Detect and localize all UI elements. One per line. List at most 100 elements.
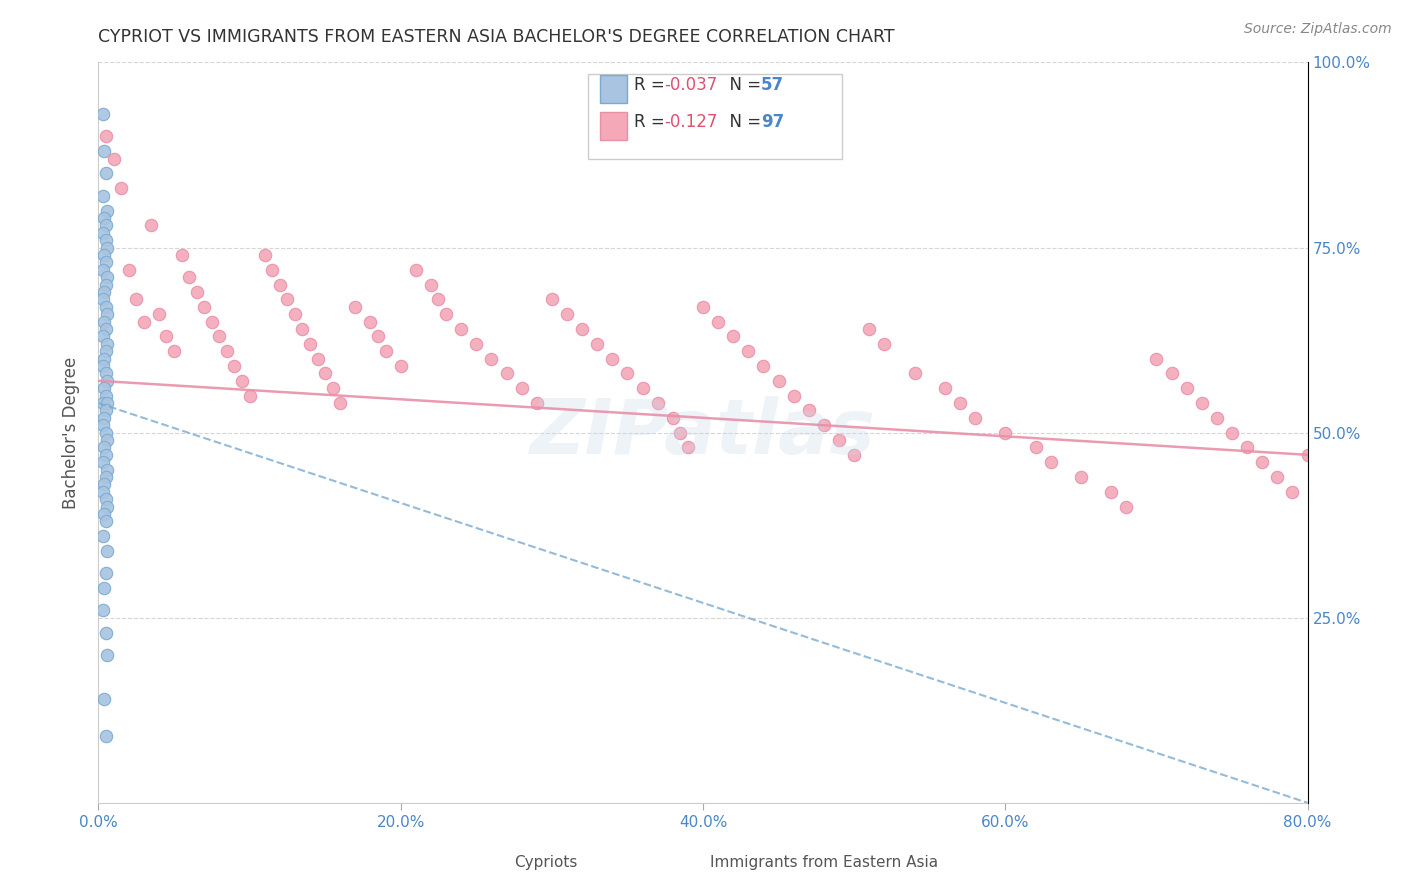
Point: [94, 492, 117, 507]
Point: [1039, 455, 1062, 469]
Point: [96, 240, 118, 255]
Point: [96, 648, 118, 662]
Point: [707, 314, 730, 328]
Point: [96, 374, 118, 388]
Point: [96, 462, 118, 476]
Point: [276, 293, 298, 307]
Point: [307, 351, 329, 366]
Point: [94, 344, 117, 359]
Point: [602, 351, 624, 366]
Point: [465, 336, 488, 351]
Point: [526, 396, 548, 410]
Point: [94, 300, 117, 314]
Point: [94, 166, 117, 180]
Point: [208, 329, 231, 343]
Point: [873, 336, 896, 351]
Point: [1312, 462, 1334, 476]
Point: [1024, 441, 1046, 455]
Point: [170, 248, 193, 262]
Point: [141, 219, 163, 233]
Point: [374, 344, 396, 359]
Point: [797, 403, 820, 417]
Point: [94, 322, 117, 336]
Point: [93, 248, 115, 262]
FancyBboxPatch shape: [588, 73, 842, 159]
Point: [186, 285, 208, 299]
Point: [132, 314, 155, 328]
Y-axis label: Bachelor's Degree: Bachelor's Degree: [62, 357, 80, 508]
Point: [291, 322, 314, 336]
Point: [949, 396, 972, 410]
Point: [94, 403, 117, 417]
Point: [155, 329, 177, 343]
Point: [96, 396, 118, 410]
Point: [94, 470, 117, 484]
Point: [91, 418, 114, 433]
Point: [96, 203, 118, 218]
Point: [1267, 470, 1289, 484]
Point: [93, 441, 115, 455]
Point: [94, 566, 117, 581]
Text: 57: 57: [761, 76, 785, 94]
Text: N =: N =: [718, 112, 766, 131]
Point: [91, 359, 114, 373]
Point: [858, 322, 880, 336]
Point: [360, 314, 382, 328]
Point: [96, 433, 118, 447]
Point: [96, 544, 118, 558]
Point: [94, 625, 117, 640]
Point: [1070, 470, 1092, 484]
FancyBboxPatch shape: [600, 112, 627, 140]
Point: [94, 367, 117, 381]
Text: Source: ZipAtlas.com: Source: ZipAtlas.com: [1244, 22, 1392, 37]
Point: [93, 145, 115, 159]
Point: [269, 277, 291, 292]
Point: [96, 307, 118, 321]
Point: [661, 410, 683, 425]
Point: [314, 367, 336, 381]
Point: [94, 255, 117, 269]
Point: [262, 262, 284, 277]
Point: [934, 381, 956, 395]
Point: [450, 322, 472, 336]
Point: [96, 500, 118, 514]
Point: [299, 336, 322, 351]
Point: [692, 300, 714, 314]
Text: -0.037: -0.037: [664, 76, 717, 94]
Point: [828, 433, 851, 447]
Point: [752, 359, 775, 373]
FancyBboxPatch shape: [700, 829, 720, 851]
Point: [93, 410, 115, 425]
Text: ZIPatlas: ZIPatlas: [530, 396, 876, 469]
Point: [389, 359, 412, 373]
Point: [148, 307, 170, 321]
Text: R =: R =: [634, 76, 671, 94]
Point: [103, 152, 125, 166]
Point: [367, 329, 389, 343]
Point: [904, 367, 927, 381]
Point: [284, 307, 307, 321]
Point: [91, 262, 114, 277]
Point: [91, 396, 114, 410]
Text: -0.127: -0.127: [664, 112, 717, 131]
Point: [737, 344, 759, 359]
Point: [994, 425, 1017, 440]
Point: [94, 233, 117, 247]
Point: [91, 484, 114, 499]
Text: Immigrants from Eastern Asia: Immigrants from Eastern Asia: [710, 855, 938, 870]
Point: [1341, 492, 1364, 507]
Point: [91, 293, 114, 307]
Point: [510, 381, 533, 395]
Point: [93, 211, 115, 225]
Point: [427, 293, 450, 307]
Point: [631, 381, 654, 395]
Point: [91, 107, 114, 121]
Point: [1220, 425, 1243, 440]
Point: [94, 219, 117, 233]
Point: [1115, 500, 1137, 514]
Point: [669, 425, 692, 440]
Point: [125, 293, 148, 307]
Point: [540, 293, 562, 307]
FancyBboxPatch shape: [600, 75, 627, 103]
Point: [1296, 448, 1319, 462]
